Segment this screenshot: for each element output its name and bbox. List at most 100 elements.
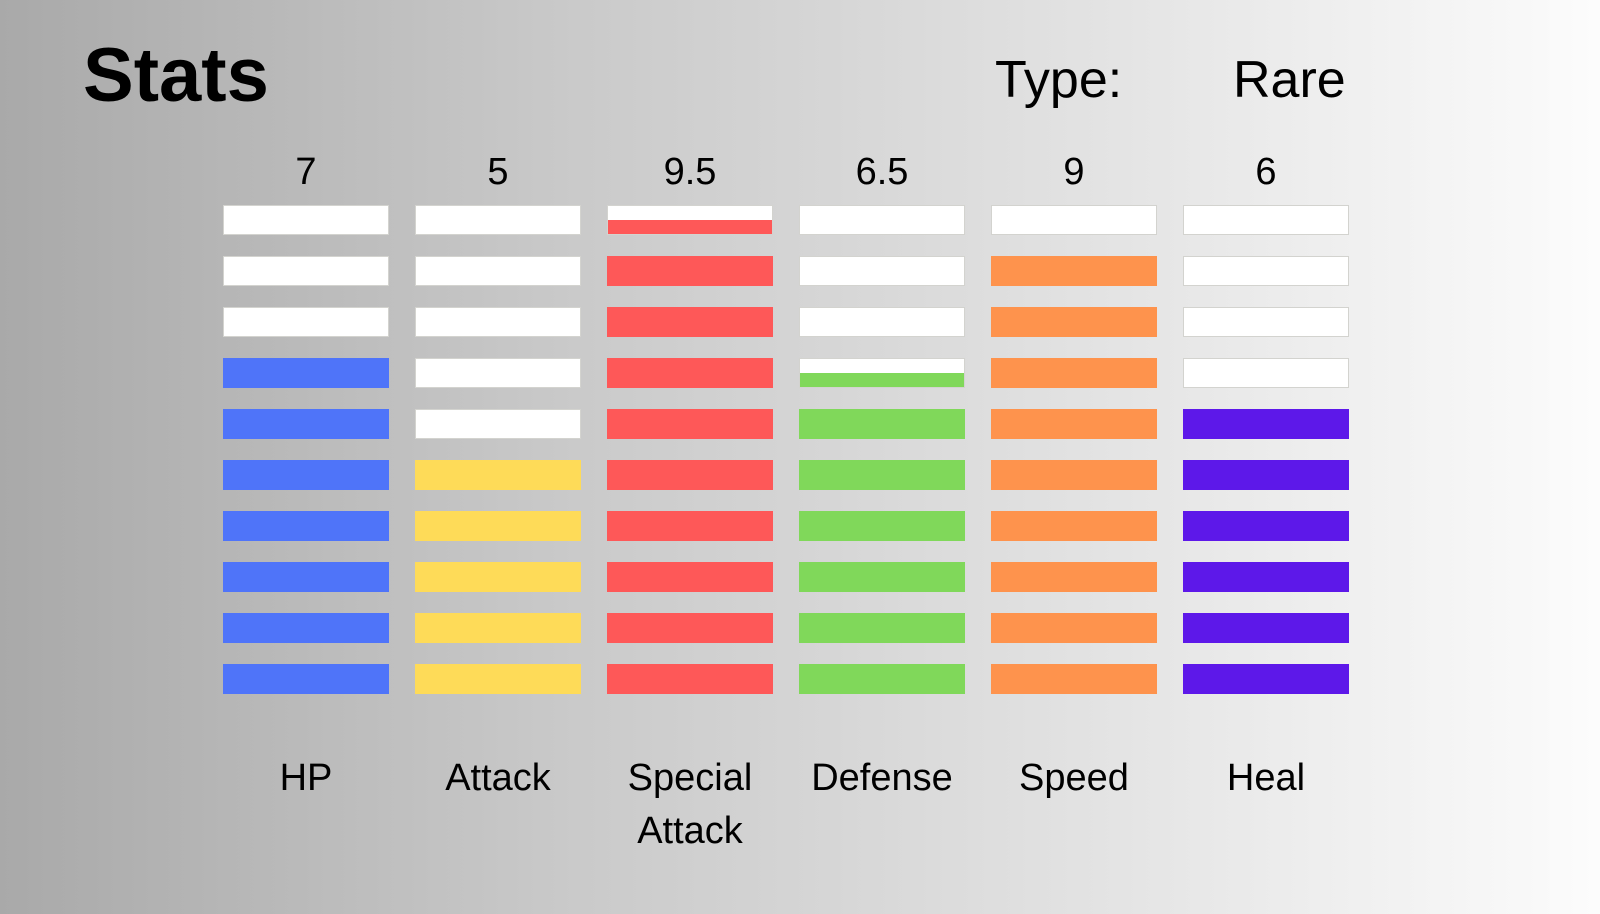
stat-bar-segment (223, 358, 389, 388)
stat-bar-fill (608, 308, 772, 336)
stat-bar-segment (415, 358, 581, 388)
stat-bar-fill (992, 665, 1156, 693)
stat-bar-segment (799, 511, 965, 541)
stat-bar-fill (800, 373, 964, 387)
stat-bar-segment (799, 562, 965, 592)
stat-bar-segment (607, 613, 773, 643)
stat-bar-segment (991, 460, 1157, 490)
stat-bar-segment (799, 613, 965, 643)
stat-bar-segment (607, 205, 773, 235)
stat-value-label: 6 (1255, 151, 1277, 193)
stat-bar-segment (799, 460, 965, 490)
stat-bar-segment (223, 205, 389, 235)
stat-bar-segment (607, 358, 773, 388)
stat-bar-fill (416, 563, 580, 591)
stat-bar-fill (800, 410, 964, 438)
stat-bar-segment (607, 511, 773, 541)
type-value: Rare (1233, 51, 1346, 109)
stat-bar-fill (1184, 461, 1348, 489)
stat-bar-segment (1183, 613, 1349, 643)
stat-category-label: Defense (811, 757, 953, 799)
stat-bar-segment (799, 307, 965, 337)
stat-bar-fill (416, 461, 580, 489)
stat-bar-fill (224, 614, 388, 642)
stat-bar-segment (1183, 460, 1349, 490)
stat-bar-fill (416, 665, 580, 693)
stat-bar-segment (607, 409, 773, 439)
stat-bar-segment (1183, 256, 1349, 286)
stat-bar-fill (608, 461, 772, 489)
stat-bar-segment (223, 307, 389, 337)
stat-bar-segment (991, 256, 1157, 286)
stat-bar-fill (224, 359, 388, 387)
stat-bar-fill (608, 359, 772, 387)
stat-bar-segment (991, 613, 1157, 643)
stats-title: Stats (83, 33, 269, 118)
stat-bar-fill (608, 410, 772, 438)
stat-bar-fill (800, 563, 964, 591)
stat-bar-fill (1184, 563, 1348, 591)
stat-value-label: 7 (295, 151, 317, 193)
stat-bar-segment (799, 358, 965, 388)
stat-bar-segment (415, 664, 581, 694)
stat-bar-fill (224, 512, 388, 540)
stat-column: 9.5 Special Attack (607, 0, 773, 914)
stat-bar-fill (608, 563, 772, 591)
stat-bar-segment (223, 664, 389, 694)
stat-bar-segment (223, 460, 389, 490)
stat-bar-fill (1184, 614, 1348, 642)
stat-bar-fill (224, 665, 388, 693)
stat-bar-fill (992, 563, 1156, 591)
stat-value-label: 6.5 (855, 151, 909, 193)
stat-bar-segment (1183, 562, 1349, 592)
stat-column: 7 HP (223, 0, 389, 914)
stat-bar-fill (1184, 512, 1348, 540)
stat-bar-segment (799, 664, 965, 694)
stat-bar-segment (223, 613, 389, 643)
stat-value-label: 5 (487, 151, 509, 193)
stat-bar-fill (992, 257, 1156, 285)
stat-bar-segment (223, 511, 389, 541)
stat-bar-fill (608, 220, 772, 234)
stat-bar-segment (607, 307, 773, 337)
stat-bar-segment (415, 256, 581, 286)
stat-bar-segment (223, 562, 389, 592)
stat-bar-fill (800, 614, 964, 642)
stat-bar-segment (415, 562, 581, 592)
stat-bar-segment (607, 256, 773, 286)
stat-column: 5 Attack (415, 0, 581, 914)
stat-bar-fill (608, 614, 772, 642)
stat-bar-fill (224, 563, 388, 591)
stat-bar-fill (992, 308, 1156, 336)
stat-bar-segment (415, 511, 581, 541)
stat-bar-fill (224, 410, 388, 438)
stat-bar-fill (608, 512, 772, 540)
stat-bar-segment (607, 664, 773, 694)
stat-bar-fill (1184, 410, 1348, 438)
stat-bar-fill (608, 257, 772, 285)
stat-bar-fill (992, 359, 1156, 387)
stat-bar-fill (992, 512, 1156, 540)
stat-bar-segment (991, 358, 1157, 388)
stat-column: 6 Heal (1183, 0, 1349, 914)
stat-bar-fill (416, 614, 580, 642)
stat-bar-fill (1184, 665, 1348, 693)
stat-bar-fill (992, 461, 1156, 489)
stat-bar-fill (992, 410, 1156, 438)
stat-bar-segment (991, 307, 1157, 337)
stat-bar-fill (800, 461, 964, 489)
stat-bar-segment (799, 409, 965, 439)
stat-bar-segment (799, 205, 965, 235)
stat-bar-segment (991, 205, 1157, 235)
stat-bar-segment (1183, 358, 1349, 388)
stat-bar-segment (415, 409, 581, 439)
stat-bar-fill (992, 614, 1156, 642)
stat-bar-segment (1183, 511, 1349, 541)
stat-column: 9 Speed (991, 0, 1157, 914)
stat-category-label: Speed (1019, 757, 1129, 799)
stat-bar-fill (800, 665, 964, 693)
stat-bar-segment (991, 409, 1157, 439)
stat-bar-segment (1183, 409, 1349, 439)
stat-bar-fill (416, 512, 580, 540)
stat-bar-segment (415, 460, 581, 490)
